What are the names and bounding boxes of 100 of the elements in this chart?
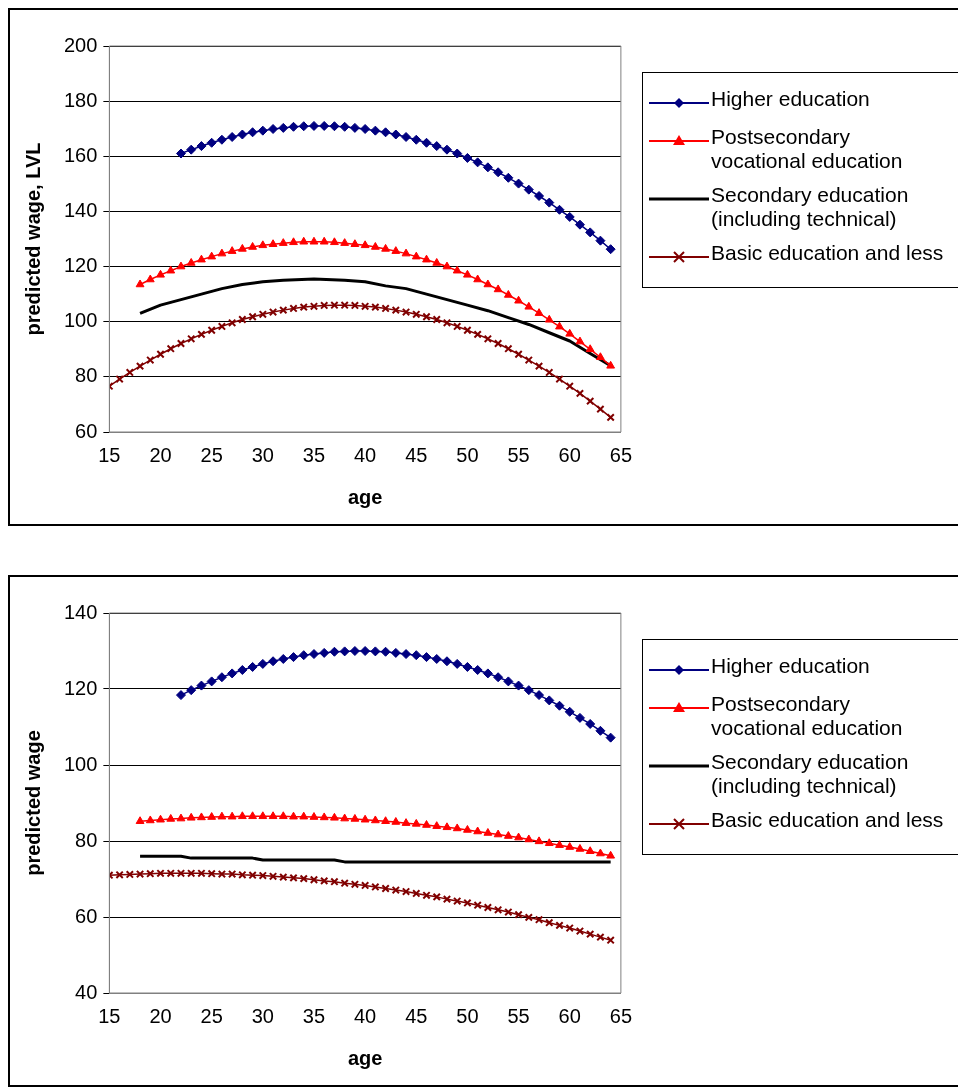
point bbox=[330, 877, 339, 886]
legend-label: Basic education and less bbox=[711, 241, 944, 265]
point bbox=[186, 685, 197, 696]
point bbox=[483, 279, 493, 288]
x-tick-label: 35 bbox=[302, 443, 326, 466]
point bbox=[330, 237, 339, 246]
y-tick-label: 180 bbox=[63, 88, 98, 111]
point bbox=[248, 312, 257, 321]
point bbox=[544, 197, 555, 208]
point bbox=[463, 824, 472, 833]
point bbox=[412, 310, 421, 319]
point bbox=[605, 732, 616, 743]
point bbox=[524, 913, 533, 922]
point bbox=[196, 680, 207, 691]
point bbox=[422, 820, 431, 828]
point bbox=[401, 248, 411, 257]
x-tick-label: 30 bbox=[251, 1004, 274, 1027]
point bbox=[493, 339, 503, 348]
point bbox=[411, 818, 421, 827]
point bbox=[278, 653, 289, 664]
point bbox=[452, 658, 463, 669]
point bbox=[227, 811, 237, 820]
point bbox=[237, 129, 248, 140]
y-tick-label: 40 bbox=[75, 980, 98, 1003]
point bbox=[565, 842, 575, 850]
x-tick-label: 15 bbox=[98, 1004, 121, 1027]
y-tick-label: 60 bbox=[75, 419, 98, 442]
point bbox=[555, 921, 564, 930]
x-tick-label: 55 bbox=[507, 1004, 530, 1027]
point bbox=[606, 360, 616, 369]
point bbox=[268, 239, 278, 247]
point bbox=[248, 811, 257, 820]
point bbox=[493, 167, 504, 178]
point bbox=[125, 870, 135, 879]
point bbox=[309, 812, 319, 820]
point bbox=[340, 238, 350, 246]
legend-label: Basic education and less bbox=[711, 808, 944, 832]
point bbox=[248, 242, 257, 250]
point bbox=[135, 869, 145, 879]
point bbox=[257, 125, 268, 136]
point bbox=[279, 872, 288, 882]
point bbox=[431, 653, 442, 664]
point bbox=[575, 843, 585, 852]
point bbox=[227, 131, 238, 142]
point bbox=[320, 301, 329, 310]
point bbox=[320, 876, 329, 886]
point bbox=[585, 344, 595, 353]
point bbox=[524, 301, 534, 310]
point bbox=[207, 326, 216, 335]
point bbox=[319, 812, 329, 821]
point bbox=[237, 243, 247, 252]
point bbox=[595, 725, 606, 736]
point bbox=[289, 237, 298, 246]
point bbox=[504, 344, 513, 353]
point bbox=[309, 875, 319, 884]
point bbox=[319, 647, 330, 658]
y-tick-label: 120 bbox=[63, 676, 98, 699]
legend-label: Secondary education (including technical) bbox=[711, 750, 910, 798]
point bbox=[422, 312, 431, 321]
point bbox=[452, 148, 463, 159]
x-tick-label: 45 bbox=[405, 443, 428, 466]
point bbox=[606, 413, 615, 422]
x-tick-label: 25 bbox=[200, 443, 223, 466]
point bbox=[166, 265, 176, 274]
point bbox=[258, 240, 268, 249]
point bbox=[186, 144, 197, 155]
point bbox=[585, 227, 596, 238]
x-tick-label: 65 bbox=[609, 1004, 632, 1027]
point bbox=[432, 821, 442, 829]
point bbox=[431, 141, 442, 152]
x-tick-label: 60 bbox=[558, 1004, 581, 1027]
point bbox=[545, 918, 554, 927]
point bbox=[472, 157, 483, 168]
point bbox=[524, 355, 533, 365]
point bbox=[339, 121, 350, 132]
point bbox=[227, 869, 237, 879]
point bbox=[217, 869, 227, 879]
point bbox=[523, 184, 534, 195]
legend-label: Postsecondary vocational education bbox=[711, 125, 904, 173]
point bbox=[247, 661, 258, 672]
point bbox=[371, 302, 380, 312]
point bbox=[411, 134, 422, 145]
point bbox=[216, 672, 227, 683]
point bbox=[289, 873, 298, 883]
point bbox=[463, 898, 472, 908]
point bbox=[555, 321, 564, 330]
point bbox=[595, 235, 606, 246]
point bbox=[422, 254, 431, 263]
point bbox=[544, 314, 554, 323]
point bbox=[227, 246, 237, 254]
point bbox=[115, 374, 124, 384]
point bbox=[473, 330, 482, 339]
x-tick-label: 60 bbox=[558, 443, 581, 466]
point bbox=[605, 244, 616, 255]
point bbox=[514, 350, 523, 359]
point bbox=[319, 120, 330, 131]
point bbox=[391, 885, 400, 895]
x-tick-label: 45 bbox=[405, 1004, 428, 1027]
x-tick-label: 55 bbox=[507, 443, 530, 466]
point bbox=[554, 204, 565, 215]
